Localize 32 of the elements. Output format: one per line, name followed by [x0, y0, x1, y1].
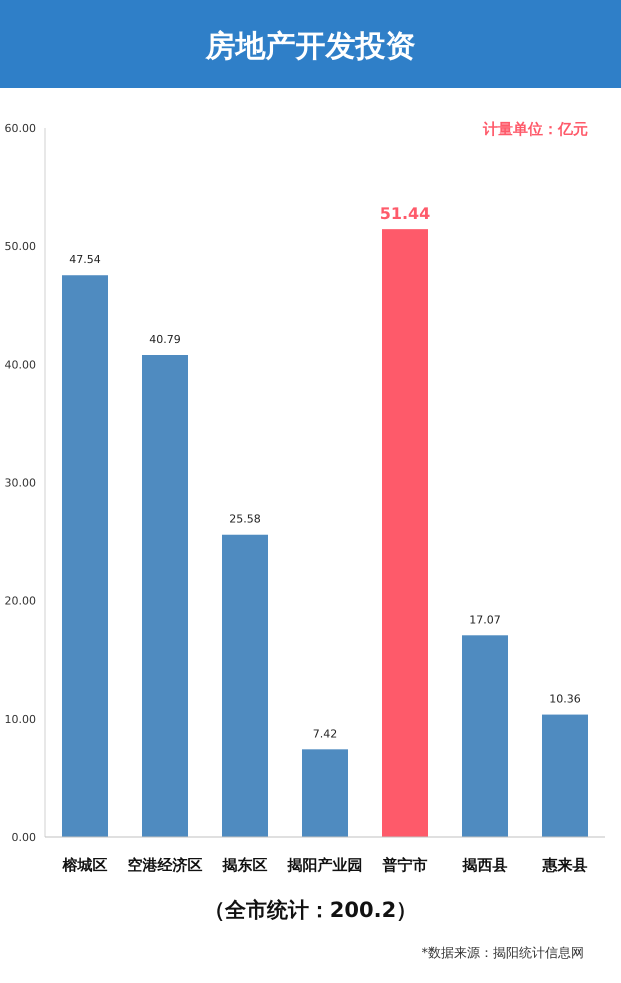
bar — [142, 355, 188, 837]
bar — [542, 714, 588, 837]
text: *数据来源：揭阳统计信息网 — [422, 946, 584, 961]
x-tick-label: 空港经济区 — [128, 856, 202, 874]
data-label: 10.36 — [549, 692, 581, 706]
bar — [62, 275, 108, 837]
data-label: 17.07 — [469, 613, 501, 626]
chart-title: 房地产开发投资 — [204, 29, 416, 64]
bar — [222, 534, 268, 837]
data-label: 47.54 — [69, 253, 101, 266]
bar — [302, 749, 348, 837]
data-label: 40.79 — [149, 333, 181, 346]
x-tick-label: 揭阳产业园 — [286, 856, 362, 874]
x-tick-label: 揭西县 — [462, 856, 508, 874]
x-tick-label: 揭东区 — [222, 856, 268, 874]
y-tick-label: 30.00 — [4, 476, 36, 490]
data-label: 51.44 — [380, 204, 430, 224]
y-tick-label: 20.00 — [4, 594, 36, 608]
y-tick-label: 0.00 — [12, 831, 36, 844]
y-tick-label: 50.00 — [4, 240, 36, 254]
data-label: 25.58 — [229, 512, 261, 526]
text: （全市统计：200.2） — [204, 898, 418, 922]
y-tick-label: 40.00 — [4, 358, 36, 372]
y-tick-label: 60.00 — [4, 122, 36, 135]
x-tick-label: 普宁市 — [382, 856, 428, 874]
y-tick-label: 10.00 — [4, 712, 36, 726]
x-tick-label: 惠来县 — [542, 856, 588, 874]
x-tick-label: 榕城区 — [62, 856, 108, 874]
annotation: 计量单位：亿元 — [482, 120, 588, 138]
data-label: 7.42 — [312, 727, 338, 740]
bar — [382, 229, 428, 837]
bar — [462, 635, 508, 837]
